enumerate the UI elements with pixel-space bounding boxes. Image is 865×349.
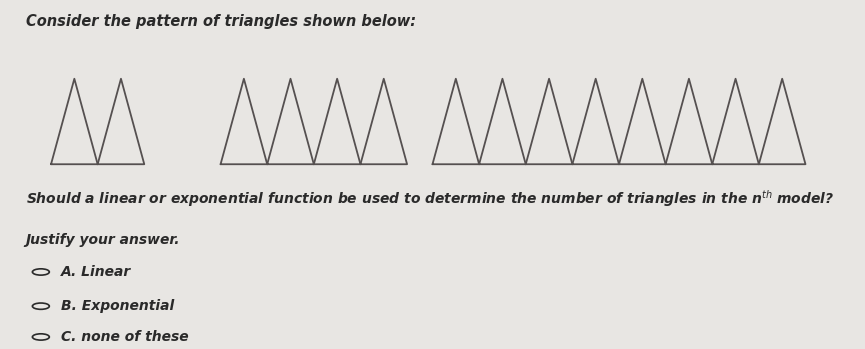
Text: Should a linear or exponential function be used to determine the number of trian: Should a linear or exponential function … — [26, 188, 834, 209]
Text: Consider the pattern of triangles shown below:: Consider the pattern of triangles shown … — [26, 14, 416, 29]
Text: C. none of these: C. none of these — [61, 330, 189, 344]
Text: B. Exponential: B. Exponential — [61, 299, 175, 313]
Text: Justify your answer.: Justify your answer. — [26, 233, 180, 247]
Text: A. Linear: A. Linear — [61, 265, 131, 279]
